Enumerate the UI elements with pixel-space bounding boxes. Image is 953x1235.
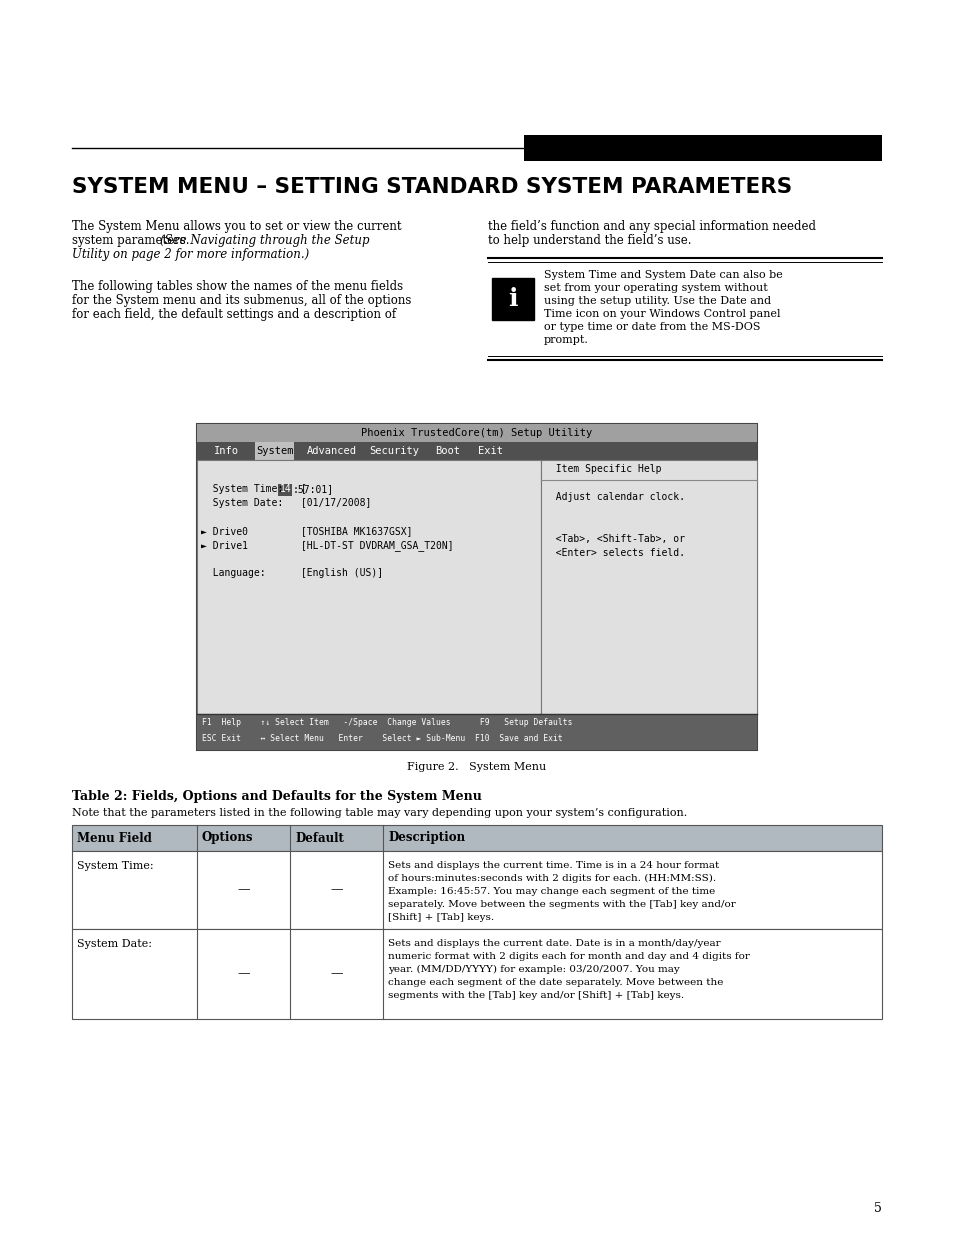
Text: Phoenix TrustedCore(tm) Setup Utility: Phoenix TrustedCore(tm) Setup Utility: [361, 429, 592, 438]
Text: Adjust calendar clock.: Adjust calendar clock.: [543, 492, 684, 501]
Text: S y s t e m   M e n u: S y s t e m M e n u: [650, 143, 755, 152]
Text: 14: 14: [279, 484, 291, 494]
Text: Utility on page 2 for more information.): Utility on page 2 for more information.): [71, 248, 309, 261]
Text: Advanced: Advanced: [307, 446, 356, 456]
Text: Menu Field: Menu Field: [77, 831, 152, 845]
Bar: [492, 278, 534, 320]
Text: Figure 2.   System Menu: Figure 2. System Menu: [407, 762, 546, 772]
Text: Default: Default: [294, 831, 343, 845]
Text: [Shift] + [Tab] keys.: [Shift] + [Tab] keys.: [388, 913, 494, 923]
Text: Sets and displays the current time. Time is in a 24 hour format: Sets and displays the current time. Time…: [388, 861, 719, 869]
Text: ► Drive1         [HL-DT-ST DVDRAM_GSA_T20N]: ► Drive1 [HL-DT-ST DVDRAM_GSA_T20N]: [201, 540, 453, 551]
Bar: [255, 442, 294, 459]
Text: for each field, the default settings and a description of: for each field, the default settings and…: [71, 308, 395, 321]
Text: change each segment of the date separately. Move between the: change each segment of the date separate…: [388, 978, 722, 987]
Text: Time icon on your Windows Control panel: Time icon on your Windows Control panel: [543, 309, 780, 319]
Text: System Date:   [01/17/2008]: System Date: [01/17/2008]: [201, 498, 371, 508]
Text: Security: Security: [369, 446, 419, 456]
Text: Info: Info: [213, 446, 239, 456]
Text: Table 2: Fields, Options and Defaults for the System Menu: Table 2: Fields, Options and Defaults fo…: [71, 790, 481, 803]
Text: <Enter> selects field.: <Enter> selects field.: [543, 548, 684, 558]
Text: set from your operating system without: set from your operating system without: [543, 283, 767, 293]
Bar: [196, 424, 757, 750]
Text: SYSTEM MENU – SETTING STANDARD SYSTEM PARAMETERS: SYSTEM MENU – SETTING STANDARD SYSTEM PA…: [71, 177, 791, 198]
Text: Options: Options: [202, 831, 253, 845]
Text: :57:01]: :57:01]: [292, 484, 334, 494]
Bar: [196, 424, 757, 442]
Bar: [540, 459, 757, 714]
Text: Language:      [English (US)]: Language: [English (US)]: [201, 568, 383, 578]
Text: Sets and displays the current date. Date is in a month/day/year: Sets and displays the current date. Date…: [388, 939, 720, 948]
Bar: [196, 714, 757, 750]
Text: ESC Exit    ↔ Select Menu   Enter    Select ► Sub-Menu  F10  Save and Exit: ESC Exit ↔ Select Menu Enter Select ► Su…: [202, 734, 562, 743]
Text: —: —: [237, 883, 250, 897]
Bar: [523, 135, 882, 161]
Text: —: —: [330, 883, 342, 897]
Text: —: —: [330, 967, 342, 981]
Text: Note that the parameters listed in the following table may vary depending upon y: Note that the parameters listed in the f…: [71, 808, 686, 818]
Bar: [196, 459, 540, 714]
Text: 5: 5: [873, 1202, 882, 1215]
Text: the field’s function and any special information needed: the field’s function and any special inf…: [488, 220, 815, 233]
Text: of hours:minutes:seconds with 2 digits for each. (HH:MM:SS).: of hours:minutes:seconds with 2 digits f…: [388, 874, 716, 883]
Text: (See Navigating through the Setup: (See Navigating through the Setup: [160, 233, 369, 247]
Text: or type time or date from the MS-DOS: or type time or date from the MS-DOS: [543, 322, 760, 332]
Text: system parameters.: system parameters.: [71, 233, 193, 247]
Text: ► Drive0         [TOSHIBA MK1637GSX]: ► Drive0 [TOSHIBA MK1637GSX]: [201, 526, 412, 536]
Text: Boot: Boot: [435, 446, 459, 456]
Text: System Time:: System Time:: [77, 861, 153, 871]
Text: —: —: [237, 967, 250, 981]
Bar: [278, 484, 292, 496]
Text: using the setup utility. Use the Date and: using the setup utility. Use the Date an…: [543, 296, 770, 306]
Text: separately. Move between the segments with the [Tab] key and/or: separately. Move between the segments wi…: [388, 900, 735, 909]
Bar: [71, 929, 882, 1019]
Text: segments with the [Tab] key and/or [Shift] + [Tab] keys.: segments with the [Tab] key and/or [Shif…: [388, 990, 683, 1000]
Text: System Time:   [: System Time: [: [201, 484, 307, 494]
Text: numeric format with 2 digits each for month and day and 4 digits for: numeric format with 2 digits each for mo…: [388, 952, 749, 961]
Bar: [71, 825, 882, 851]
Text: Item Specific Help: Item Specific Help: [543, 464, 660, 474]
Text: for the System menu and its submenus, all of the options: for the System menu and its submenus, al…: [71, 294, 411, 308]
Text: year. (MM/DD/YYYY) for example: 03/20/2007. You may: year. (MM/DD/YYYY) for example: 03/20/20…: [388, 965, 679, 974]
Bar: [196, 442, 757, 459]
Text: Description: Description: [388, 831, 465, 845]
Text: System Date:: System Date:: [77, 939, 152, 948]
Bar: [71, 851, 882, 929]
Text: i: i: [508, 287, 517, 311]
Text: Exit: Exit: [477, 446, 502, 456]
Text: Example: 16:45:57. You may change each segment of the time: Example: 16:45:57. You may change each s…: [388, 887, 715, 897]
Text: <Tab>, <Shift-Tab>, or: <Tab>, <Shift-Tab>, or: [543, 534, 684, 543]
Text: System: System: [255, 446, 293, 456]
Text: The System Menu allows you to set or view the current: The System Menu allows you to set or vie…: [71, 220, 401, 233]
Text: F1  Help    ↑↓ Select Item   -/Space  Change Values      F9   Setup Defaults: F1 Help ↑↓ Select Item -/Space Change Va…: [202, 718, 572, 727]
Text: prompt.: prompt.: [543, 335, 588, 345]
Text: The following tables show the names of the menu fields: The following tables show the names of t…: [71, 280, 403, 293]
Text: to help understand the field’s use.: to help understand the field’s use.: [488, 233, 691, 247]
Text: System Time and System Date can also be: System Time and System Date can also be: [543, 270, 781, 280]
